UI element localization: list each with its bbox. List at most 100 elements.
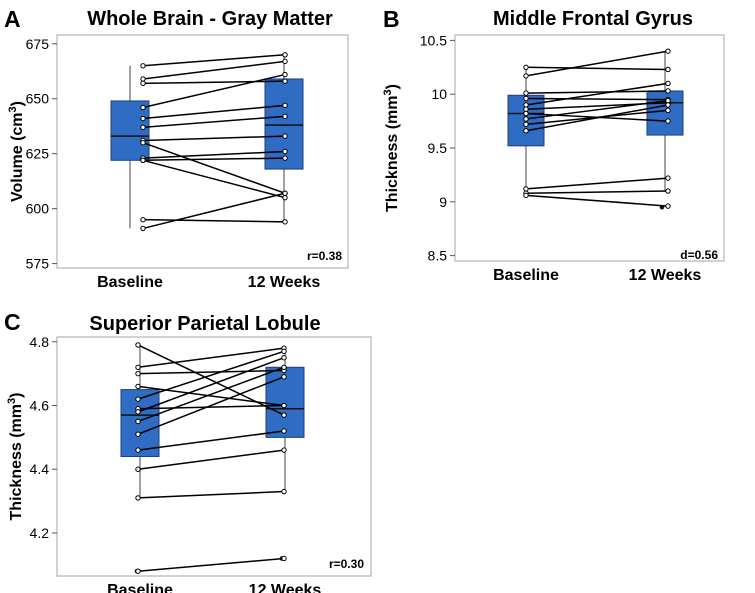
baseline-point xyxy=(135,364,141,370)
paired-line xyxy=(525,82,669,106)
paired-line xyxy=(142,135,286,142)
baseline-point xyxy=(140,225,146,232)
week12-point xyxy=(281,402,287,409)
paired-line xyxy=(525,104,669,132)
paired-line xyxy=(525,194,669,207)
y-axis-label-superscript: 3 xyxy=(6,398,18,404)
paired-line xyxy=(137,404,285,410)
baseline-point xyxy=(523,116,529,122)
baseline-point xyxy=(523,90,529,96)
y-axis-label-end: ) xyxy=(8,393,25,398)
week12-point xyxy=(282,58,288,65)
effect-size-label: d=0.56 xyxy=(680,248,718,262)
baseline-point xyxy=(523,102,529,108)
y-tick-label: 625 xyxy=(26,146,50,162)
y-tick-label: 4.8 xyxy=(30,334,50,350)
y-tick-label: 9 xyxy=(439,194,447,210)
week12-point xyxy=(282,102,288,109)
baseline-point xyxy=(135,342,141,348)
week12-point xyxy=(665,48,671,54)
plot-frame xyxy=(454,34,725,262)
y-tick-label: 650 xyxy=(26,91,50,107)
baseline-point xyxy=(135,447,141,453)
baseline-point xyxy=(135,568,141,574)
paired-subject-2 xyxy=(140,58,288,82)
paired-line xyxy=(525,97,669,101)
paired-subject-3 xyxy=(523,88,671,96)
paired-subject-13 xyxy=(135,555,287,574)
paired-line xyxy=(525,177,669,190)
paired-subject-13 xyxy=(140,190,288,232)
paired-subject-8 xyxy=(523,97,671,122)
week12-point xyxy=(282,148,288,155)
effect-size-label: r=0.38 xyxy=(307,249,342,263)
baseline-point xyxy=(140,63,146,69)
x-tick-label-baseline: Baseline xyxy=(97,274,163,291)
baseline-point xyxy=(523,186,529,192)
paired-subject-10 xyxy=(135,428,287,453)
paired-subject-2 xyxy=(135,345,287,370)
baseline-point xyxy=(135,431,141,437)
panel-title: Middle Frontal Gyrus xyxy=(493,8,693,30)
week12-point xyxy=(665,97,671,104)
paired-line xyxy=(137,490,285,499)
paired-line xyxy=(142,159,286,199)
week12-point xyxy=(282,71,288,78)
week12-point xyxy=(665,102,671,108)
paired-line xyxy=(137,350,285,400)
paired-line xyxy=(142,54,286,67)
paired-line xyxy=(525,190,669,194)
baseline-point xyxy=(140,140,146,146)
week12-point xyxy=(281,555,287,562)
y-axis-label-superscript: 3 xyxy=(7,106,19,112)
paired-subject-12 xyxy=(135,488,287,501)
paired-line xyxy=(142,80,286,85)
y-axis-label: Volume (cm3) xyxy=(7,101,26,202)
plot-frame xyxy=(56,34,349,269)
paired-line xyxy=(137,347,285,369)
baseline-point xyxy=(135,396,141,402)
panel-a: A Whole Brain - Gray Matter Volume (cm3) 57… xyxy=(4,6,349,291)
iqr-box xyxy=(264,78,304,170)
paired-line xyxy=(137,344,285,416)
baseline-point xyxy=(140,80,146,87)
paired-subject-6 xyxy=(140,113,288,131)
y-axis-label: Thickness (mm3) xyxy=(382,84,401,212)
paired-subject-1 xyxy=(135,342,287,418)
week12-point xyxy=(665,175,671,181)
paired-line xyxy=(525,50,669,77)
y-tick-label: 4.2 xyxy=(30,525,50,541)
week12-point xyxy=(281,447,287,453)
paired-subject-11 xyxy=(140,157,288,201)
paired-subject-5 xyxy=(140,102,288,122)
y-tick-label: 10 xyxy=(431,86,447,102)
baseline-point xyxy=(523,121,529,128)
baseline-point xyxy=(523,95,529,102)
paired-line xyxy=(137,557,285,572)
week12-point xyxy=(281,348,287,355)
week12-point xyxy=(282,133,288,139)
paired-line xyxy=(525,66,669,71)
baseline-point xyxy=(135,383,141,390)
paired-subject-12 xyxy=(140,216,288,225)
paired-line xyxy=(137,369,285,375)
baseline-point xyxy=(135,418,141,425)
iqr-box xyxy=(110,100,150,161)
baseline-point xyxy=(135,495,141,501)
panel-title: Whole Brain - Gray Matter xyxy=(87,8,333,30)
x-tick-label-baseline: Baseline xyxy=(107,582,173,593)
paired-line xyxy=(137,449,285,470)
paired-subject-13 xyxy=(523,192,671,209)
paired-subject-4 xyxy=(140,71,288,111)
week12-point xyxy=(281,374,287,380)
y-tick-label: 9.5 xyxy=(428,140,448,156)
iqr-box xyxy=(646,90,684,136)
paired-subject-1 xyxy=(523,64,671,73)
paired-line xyxy=(142,218,286,223)
week12-point xyxy=(665,66,671,73)
baseline-point xyxy=(140,157,146,163)
week12-point xyxy=(665,118,671,124)
baseline-point xyxy=(135,409,141,415)
y-axis-label-end: ) xyxy=(9,101,26,106)
paired-line xyxy=(142,157,286,162)
